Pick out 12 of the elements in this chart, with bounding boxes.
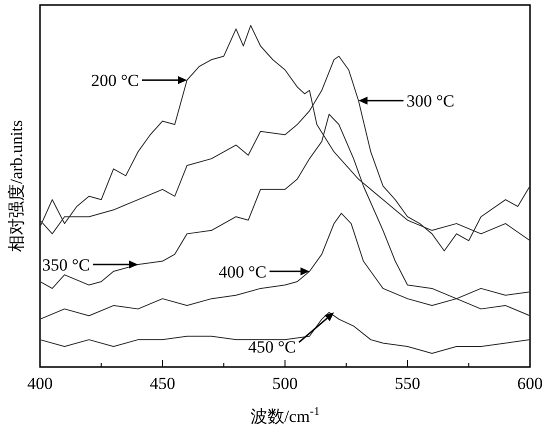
annotation: 400 °C (218, 262, 266, 282)
x-axis-title: 波数/cm$^{-1}$ (250, 404, 320, 426)
annotation: 350 °C (42, 256, 90, 275)
x-tick-label: 600 (517, 374, 543, 393)
annotation: 450 °C (248, 337, 296, 356)
x-tick-label: 550 (394, 374, 420, 393)
annotation: 200 °C (91, 71, 139, 90)
x-tick-label: 450 (150, 374, 176, 393)
y-axis-title: 相对强度/arb.units (7, 120, 26, 252)
x-tick-label: 400 (27, 374, 53, 393)
annotation: 300 °C (406, 92, 454, 111)
x-tick-label: 500 (272, 374, 298, 393)
